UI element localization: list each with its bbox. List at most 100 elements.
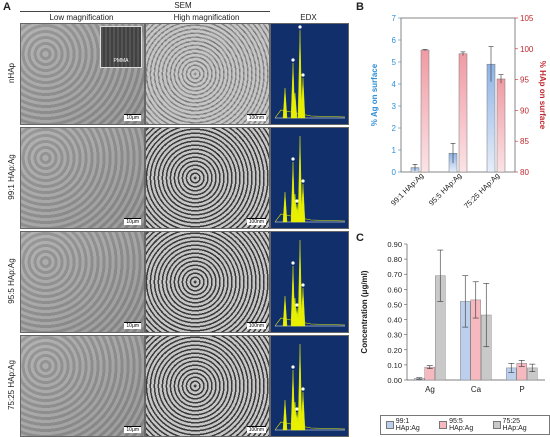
col-header-low: Low magnification <box>49 13 114 22</box>
y-tick-label-left: 1 <box>392 146 397 155</box>
edx-peak <box>297 135 303 223</box>
sem-header-rule <box>20 11 270 12</box>
edx-peak <box>282 399 288 431</box>
edx-peak <box>282 295 288 327</box>
edx-peak <box>297 239 303 327</box>
edx-spectrum <box>270 23 349 125</box>
scale-bar-high: 100nm <box>246 218 266 225</box>
edx-background-curve <box>274 317 346 327</box>
legend-item-1: 99:1 HAp:Ag <box>386 418 433 432</box>
pmma-label: PMMA <box>113 58 129 64</box>
chart-c-legend: 99:1 HAp:Ag 95:5 HAp:Ag 75:25 HAp:Ag <box>380 415 550 435</box>
high-mag-image: 100nm <box>145 127 270 229</box>
ion-concentration-chart: 0.00 0.10 0.20 0.30 0.40 0.50 0.60 0.70 0.80 0.90… <box>360 240 545 394</box>
y-tick-label-left: 7 <box>392 14 397 23</box>
y-tick-label: 0.30 <box>387 331 402 340</box>
x-tick-label: 75:25 HAp:Ag <box>462 171 501 210</box>
legend-swatch-1 <box>386 421 394 429</box>
panel-c-letter: C <box>356 232 364 244</box>
y-tick-label: 0.00 <box>387 376 402 385</box>
y-tick-label-right: 85 <box>520 137 529 146</box>
edx-peak <box>282 191 288 223</box>
edx-peak <box>292 92 298 119</box>
row-label: 99:1 HAp:Ag <box>7 154 16 200</box>
y-tick-label: 0.80 <box>387 255 402 264</box>
high-mag-image: 100nm <box>145 231 270 333</box>
scale-bar-high: 100nm <box>246 322 266 329</box>
edx-peak-marker <box>298 25 302 29</box>
row-label: 95:5 HAp:Ag <box>7 258 16 304</box>
edx-peak-marker <box>301 387 305 391</box>
y-tick-label: 0.90 <box>387 240 402 249</box>
x-tick-label: P <box>519 385 524 394</box>
bar-hap-surface <box>420 49 430 173</box>
low-mag-image: 10μm <box>20 335 145 437</box>
edx-peak <box>300 77 306 119</box>
edx-peak-marker <box>301 73 305 77</box>
y-tick-label-left: 6 <box>392 36 397 45</box>
edx-spectrum <box>270 335 349 437</box>
y-tick-label-right: 80 <box>520 168 529 177</box>
edx-peak <box>297 29 303 119</box>
ag-hap-surface-chart: 0 1 2 3 4 5 6 7 80 85 90 95 100 105 % Ag on surface % H… <box>370 14 547 210</box>
legend-item-2: 95:5 HAp:Ag <box>439 418 486 432</box>
edx-peak-marker <box>295 199 299 203</box>
scale-bar-high: 100nm <box>246 114 266 121</box>
row-label: 75:25 HAp:Ag <box>7 360 16 410</box>
edx-peak-marker <box>291 261 295 265</box>
edx-peak-marker <box>295 407 299 411</box>
row-label: nHAp <box>7 63 16 84</box>
high-mag-image: 100nm <box>145 335 270 437</box>
x-tick-label: Ag <box>425 385 435 394</box>
sem-header: SEM <box>174 1 192 10</box>
edx-spectrum <box>270 231 349 333</box>
y-tick-label: 0.50 <box>387 300 402 309</box>
col-header-edx: EDX <box>300 13 317 22</box>
x-tick-label: 95:5 HAp:Ag <box>427 171 463 207</box>
legend-swatch-3 <box>492 421 501 429</box>
y-tick-label-right: 100 <box>520 45 534 54</box>
y-axis-title: Concentration (μg/ml) <box>360 270 369 353</box>
legend-item-3: 75:25 HAp:Ag <box>492 418 544 432</box>
y-tick-label: 0.20 <box>387 346 402 355</box>
y-tick-label-right: 90 <box>520 106 529 115</box>
y-tick-label-left: 5 <box>392 58 397 67</box>
bar-hap-surface <box>496 78 506 173</box>
legend-label-3: 75:25 HAp:Ag <box>502 418 527 432</box>
legend-swatch-2 <box>439 421 448 429</box>
high-mag-image: 100nm <box>145 23 270 125</box>
edx-background-curve <box>274 421 346 431</box>
edx-peak <box>282 87 288 119</box>
edx-plot <box>274 239 346 327</box>
edx-background-curve <box>274 109 346 119</box>
edx-peak-marker <box>295 303 299 307</box>
scale-bar-high: 100nm <box>246 426 266 433</box>
edx-plot <box>274 135 346 223</box>
scale-bar-low: 10μm <box>124 218 141 225</box>
y-axis-title-right: % HAp on surface <box>538 61 547 130</box>
y-tick-label: 0.70 <box>387 270 402 279</box>
y-tick-label-right: 95 <box>520 76 529 85</box>
panel-b-letter: B <box>356 1 364 13</box>
scale-bar-low: 10μm <box>124 114 141 121</box>
edx-plot <box>274 25 346 119</box>
edx-peak-marker <box>301 283 305 287</box>
low-mag-image: PMMA 10μm <box>20 23 145 125</box>
y-tick-label: 0.60 <box>387 285 402 294</box>
col-header-high: High magnification <box>173 13 240 22</box>
legend-label-1: 99:1 HAp:Ag <box>395 418 420 432</box>
legend-label-2: 95:5 HAp:Ag <box>449 418 474 432</box>
bar-hap-surface <box>458 53 468 173</box>
y-tick-label: 0.10 <box>387 361 402 370</box>
y-tick-label-right: 105 <box>520 14 534 23</box>
edx-peak-marker <box>301 179 305 183</box>
edx-background-curve <box>274 213 346 223</box>
edx-peak-marker <box>291 157 295 161</box>
edx-spectrum <box>270 127 349 229</box>
y-axis-title-left: % Ag on surface <box>370 63 379 126</box>
edx-peak <box>300 391 306 431</box>
low-mag-image: 10μm <box>20 127 145 229</box>
y-tick-label-left: 3 <box>392 102 397 111</box>
y-tick-label-left: 2 <box>392 124 397 133</box>
edx-plot <box>274 343 346 431</box>
